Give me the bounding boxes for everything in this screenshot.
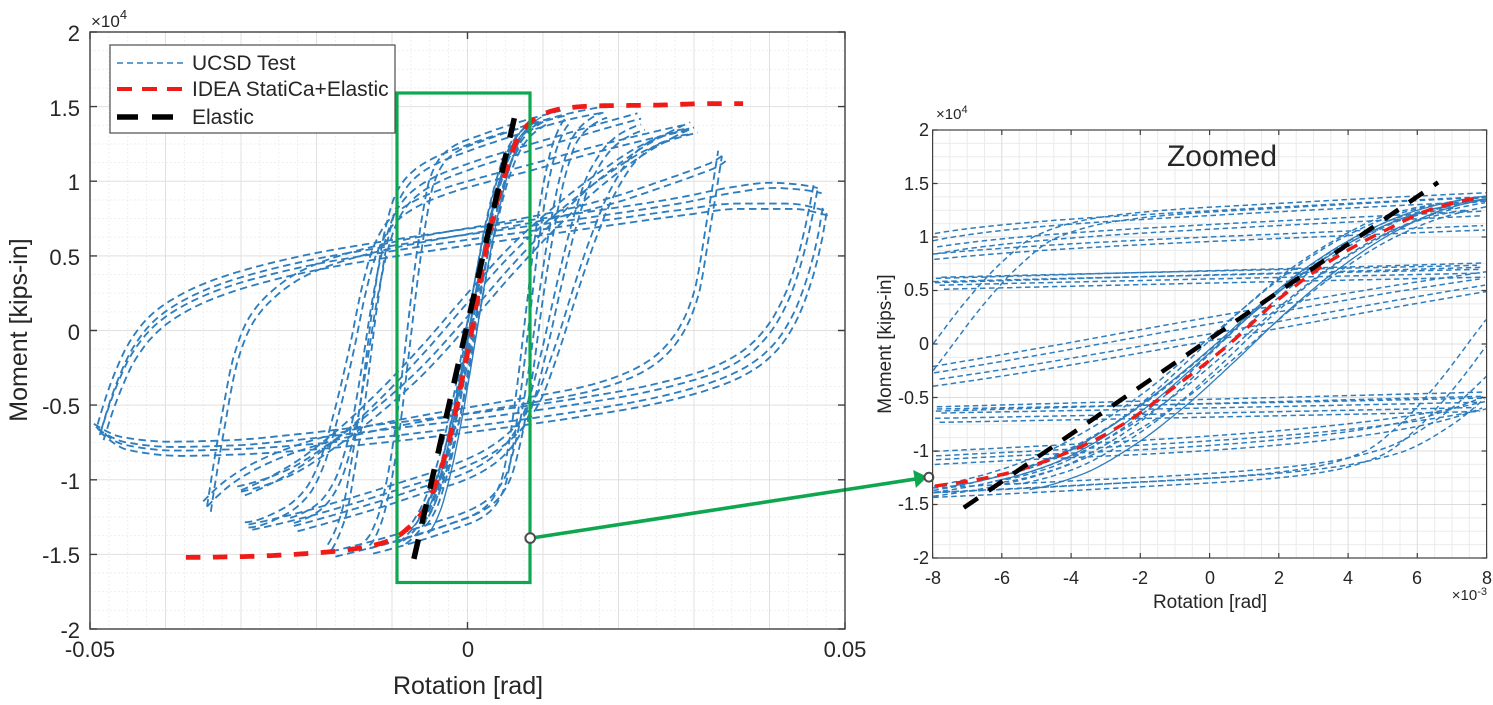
svg-text:×104: ×104 xyxy=(936,104,968,123)
svg-text:0: 0 xyxy=(1205,568,1215,588)
svg-text:-0.5: -0.5 xyxy=(898,388,929,408)
svg-text:Rotation [rad]: Rotation [rad] xyxy=(393,672,543,700)
svg-text:-1: -1 xyxy=(60,469,80,494)
svg-text:0: 0 xyxy=(68,320,80,345)
svg-text:Moment [kips-in]: Moment [kips-in] xyxy=(875,274,896,413)
svg-text:Elastic: Elastic xyxy=(192,106,254,129)
svg-text:1.5: 1.5 xyxy=(904,174,929,194)
svg-text:-2: -2 xyxy=(913,548,929,568)
svg-text:-2: -2 xyxy=(60,618,80,643)
svg-text:1: 1 xyxy=(68,170,80,195)
svg-text:-0.5: -0.5 xyxy=(42,394,80,419)
svg-text:-1.5: -1.5 xyxy=(898,494,929,514)
svg-text:IDEA StatiCa+Elastic: IDEA StatiCa+Elastic xyxy=(192,78,389,101)
svg-text:6: 6 xyxy=(1412,568,1422,588)
svg-text:1: 1 xyxy=(919,227,929,247)
svg-text:0: 0 xyxy=(462,637,474,662)
svg-text:-8: -8 xyxy=(925,568,941,588)
svg-text:-1: -1 xyxy=(913,441,929,461)
svg-text:0.5: 0.5 xyxy=(49,245,80,270)
svg-text:0.05: 0.05 xyxy=(824,637,867,662)
svg-text:2: 2 xyxy=(919,120,929,140)
svg-text:-4: -4 xyxy=(1063,568,1079,588)
svg-text:-6: -6 xyxy=(994,568,1010,588)
svg-text:2: 2 xyxy=(1274,568,1284,588)
svg-text:2: 2 xyxy=(68,21,80,46)
svg-text:-0.05: -0.05 xyxy=(65,637,115,662)
svg-text:0: 0 xyxy=(919,334,929,354)
svg-text:UCSD Test: UCSD Test xyxy=(192,52,296,75)
svg-text:Rotation [rad]: Rotation [rad] xyxy=(1153,592,1267,613)
svg-text:8: 8 xyxy=(1482,568,1492,588)
svg-text:0.5: 0.5 xyxy=(904,280,929,300)
svg-text:Zoomed: Zoomed xyxy=(1167,140,1277,173)
svg-text:Moment [kips-in]: Moment [kips-in] xyxy=(5,238,33,421)
svg-text:-2: -2 xyxy=(1132,568,1148,588)
svg-text:4: 4 xyxy=(1343,568,1353,588)
svg-text:1.5: 1.5 xyxy=(49,96,80,121)
svg-text:-1.5: -1.5 xyxy=(42,543,80,568)
